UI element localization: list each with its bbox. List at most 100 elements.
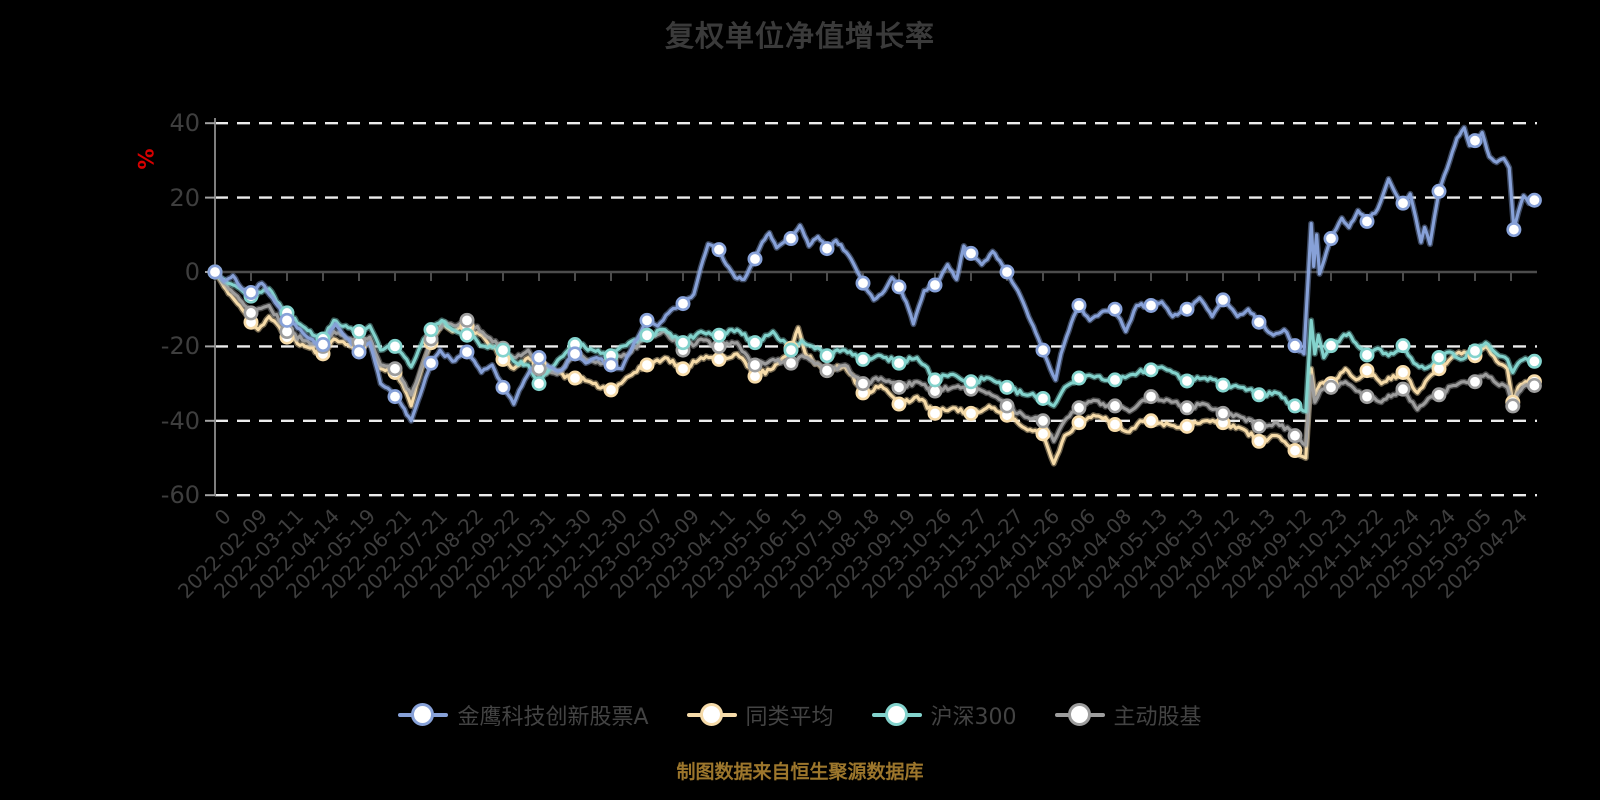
marker-2 xyxy=(819,348,835,364)
marker-1 xyxy=(1071,415,1087,431)
marker-2 xyxy=(1035,390,1051,406)
marker-0 xyxy=(1467,133,1483,149)
marker-0 xyxy=(747,251,763,267)
marker-1 xyxy=(1359,363,1375,379)
marker-0 xyxy=(1323,231,1339,247)
marker-1 xyxy=(639,357,655,373)
marker-3 xyxy=(1215,405,1231,421)
marker-2 xyxy=(495,342,511,358)
legend: 金鹰科技创新股票A 同类平均 沪深300 主动股基 xyxy=(0,699,1600,731)
marker-2 xyxy=(387,338,403,354)
marker-0 xyxy=(819,241,835,257)
marker-0 xyxy=(891,279,907,295)
marker-2 xyxy=(891,355,907,371)
marker-2 xyxy=(459,327,475,343)
marker-1 xyxy=(1287,443,1303,459)
marker-0 xyxy=(387,389,403,405)
y-axis-label-20: 20 xyxy=(169,183,200,212)
marker-1 xyxy=(711,351,727,367)
marker-0 xyxy=(243,284,259,300)
marker-1 xyxy=(1395,364,1411,380)
marker-2 xyxy=(1107,372,1123,388)
legend-item-1[interactable]: 同类平均 xyxy=(686,699,834,731)
marker-0 xyxy=(963,245,979,261)
marker-3 xyxy=(387,361,403,377)
y-axis-label--60: -60 xyxy=(160,481,200,510)
marker-0 xyxy=(1506,222,1522,238)
legend-line-marker-icon xyxy=(398,702,449,728)
marker-2 xyxy=(711,327,727,343)
marker-3 xyxy=(243,305,259,321)
marker-3 xyxy=(1071,400,1087,416)
legend-dot-icon xyxy=(699,703,723,726)
marker-1 xyxy=(963,405,979,421)
marker-0 xyxy=(315,337,331,353)
chart-title: 复权单位净值增长率 xyxy=(664,19,935,53)
marker-0 xyxy=(1179,301,1195,317)
legend-dot-icon xyxy=(1067,703,1091,726)
legend-label: 金鹰科技创新股票A xyxy=(457,705,649,730)
marker-0 xyxy=(279,312,295,328)
marker-3 xyxy=(999,398,1015,414)
y-axis-label--40: -40 xyxy=(160,406,200,435)
marker-2 xyxy=(423,322,439,338)
marker-0 xyxy=(1035,342,1051,358)
marker-0 xyxy=(927,277,943,293)
marker-2 xyxy=(1143,362,1159,378)
marker-3 xyxy=(1143,389,1159,405)
marker-0 xyxy=(423,355,439,371)
y-axis-label-0: 0 xyxy=(184,258,200,286)
marker-3 xyxy=(747,357,763,373)
marker-0 xyxy=(1395,195,1411,211)
marker-2 xyxy=(1071,370,1087,386)
marker-0 xyxy=(1359,213,1375,229)
legend-line-marker-icon xyxy=(871,702,922,728)
marker-1 xyxy=(1179,418,1195,434)
marker-3 xyxy=(1035,413,1051,429)
marker-3 xyxy=(1431,387,1447,403)
marker-0 xyxy=(1287,338,1303,354)
marker-2 xyxy=(1323,338,1339,354)
legend-item-2[interactable]: 沪深300 xyxy=(871,699,1017,731)
marker-0 xyxy=(1071,297,1087,313)
legend-item-0[interactable]: 金鹰科技创新股票A xyxy=(398,699,649,731)
legend-label: 主动股基 xyxy=(1113,705,1202,730)
marker-2 xyxy=(639,327,655,343)
marker-1 xyxy=(1107,417,1123,433)
legend-label: 同类平均 xyxy=(745,705,834,730)
marker-2 xyxy=(1526,353,1542,369)
marker-1 xyxy=(1251,433,1267,449)
marker-3 xyxy=(819,363,835,379)
y-axis-label-40: 40 xyxy=(169,109,200,138)
marker-0 xyxy=(207,264,223,280)
marker-3 xyxy=(1323,379,1339,395)
legend-item-3[interactable]: 主动股基 xyxy=(1054,699,1202,731)
marker-1 xyxy=(1035,426,1051,442)
marker-2 xyxy=(855,351,871,367)
marker-0 xyxy=(459,344,475,360)
marker-0 xyxy=(351,344,367,360)
marker-1 xyxy=(603,382,619,398)
marker-2 xyxy=(351,324,367,340)
marker-0 xyxy=(531,350,547,366)
marker-0 xyxy=(1143,297,1159,313)
marker-0 xyxy=(1215,292,1231,308)
marker-0 xyxy=(999,264,1015,280)
y-axis-label--20: -20 xyxy=(160,332,200,361)
marker-0 xyxy=(639,312,655,328)
marker-3 xyxy=(459,312,475,328)
marker-3 xyxy=(891,379,907,395)
marker-3 xyxy=(1251,418,1267,434)
marker-1 xyxy=(927,405,943,421)
marker-3 xyxy=(1179,400,1195,416)
marker-1 xyxy=(567,370,583,386)
marker-2 xyxy=(1395,338,1411,354)
legend-dot-icon xyxy=(411,703,435,726)
marker-0 xyxy=(495,379,511,395)
marker-3 xyxy=(1107,398,1123,414)
marker-2 xyxy=(1431,350,1447,366)
marker-0 xyxy=(1526,192,1542,208)
marker-0 xyxy=(855,275,871,291)
